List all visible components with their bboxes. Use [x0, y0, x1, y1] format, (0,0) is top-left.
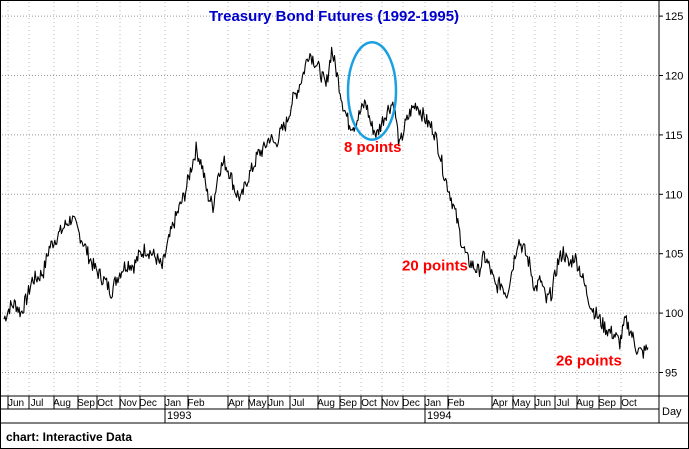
month-label: Feb — [447, 398, 465, 409]
y-tick-label: 100 — [665, 308, 683, 320]
month-label: Jul — [31, 398, 44, 409]
month-label: Aug — [53, 398, 71, 409]
month-label: Sep — [598, 398, 616, 409]
month-label: Sep — [77, 398, 95, 409]
month-label: Jan — [425, 398, 441, 409]
month-label: May — [512, 398, 531, 409]
y-tick-label: 120 — [665, 71, 683, 83]
price-series-line — [3, 46, 649, 359]
y-tick-label: 125 — [665, 11, 683, 23]
month-label: Jun — [268, 398, 284, 409]
month-label: Oct — [621, 398, 637, 409]
month-label: Feb — [187, 398, 205, 409]
annotation-label: 8 points — [344, 139, 402, 156]
chart-title: Treasury Bond Futures (1992-1995) — [209, 8, 459, 25]
year-label: 1993 — [167, 410, 191, 422]
y-tick-label: 115 — [665, 130, 683, 142]
month-label: Aug — [576, 398, 594, 409]
chart-source-footer: chart: Interactive Data — [6, 430, 132, 444]
y-tick-label: 95 — [665, 368, 677, 380]
grid-layer — [2, 2, 659, 396]
month-label: Dec — [402, 398, 420, 409]
month-label: Nov — [381, 398, 399, 409]
month-label: Jun — [535, 398, 551, 409]
price-layer — [3, 46, 649, 359]
month-label: Oct — [361, 398, 377, 409]
month-label: Dec — [139, 398, 157, 409]
annotation-label: 20 points — [402, 258, 468, 275]
y-tick-label: 105 — [665, 249, 683, 261]
month-label: Nov — [119, 398, 137, 409]
month-label: Aug — [317, 398, 335, 409]
month-label: Jul — [292, 398, 305, 409]
month-label: Jul — [557, 398, 570, 409]
month-label: Apr — [492, 398, 508, 409]
y-tick-label: 110 — [665, 189, 683, 201]
month-label: May — [248, 398, 267, 409]
annotation-label: 26 points — [556, 353, 622, 370]
highlight-ellipse — [346, 40, 398, 141]
year-label: 1994 — [427, 410, 451, 422]
month-label: Jan — [165, 398, 181, 409]
annotation-layer: 8 points 20 points 26 points — [344, 40, 622, 370]
month-label: Oct — [97, 398, 113, 409]
month-label: Sep — [339, 398, 357, 409]
month-label: Jun — [8, 398, 24, 409]
month-label: Apr — [228, 398, 244, 409]
x-axis-unit-label: Day — [662, 406, 682, 418]
